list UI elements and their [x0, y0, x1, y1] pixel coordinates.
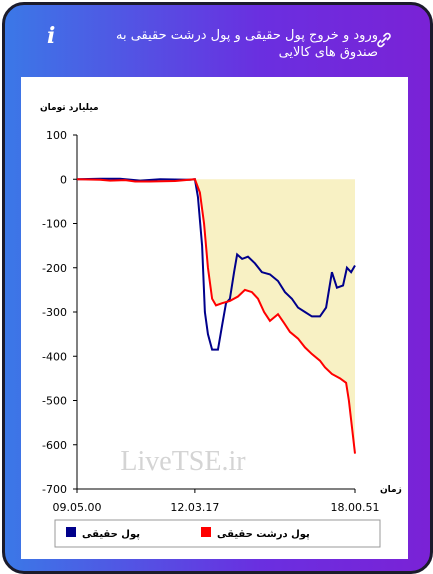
line — [76, 178, 356, 454]
x-tick-label: 12.03.17 — [170, 501, 219, 514]
y-tick-label: -600 — [42, 439, 67, 452]
legend-swatch — [66, 527, 76, 537]
x-tick-label: 09.05.00 — [53, 501, 102, 514]
info-icon[interactable]: i — [47, 23, 56, 49]
y-tick-label: -200 — [42, 262, 67, 275]
y-tick-label: 100 — [46, 129, 67, 142]
y-tick-label: -400 — [42, 350, 67, 363]
y-axis-label: میلیارد تومان — [40, 103, 99, 113]
x-axis-label: زمان — [380, 485, 402, 495]
legend-swatch — [201, 527, 211, 537]
y-tick-label: -700 — [42, 483, 67, 496]
header-title: ورود و خروج پول حقیقی و پول درشت حقیقی ب… — [115, 28, 378, 60]
y-tick-label: -300 — [42, 306, 67, 319]
watermark: LiveTSE.ir — [120, 446, 246, 477]
x-tick-label: 18.00.51 — [331, 501, 380, 514]
y-tick-label: -500 — [42, 395, 67, 408]
legend-label: پول درشت حقیقی — [217, 529, 310, 540]
area — [77, 179, 355, 454]
legend-box — [54, 519, 381, 548]
y-tick-label: 0 — [60, 173, 67, 186]
y-tick-label: -100 — [42, 218, 67, 231]
link-icon[interactable] — [375, 31, 393, 49]
legend-label: پول حقیقی — [82, 529, 140, 540]
